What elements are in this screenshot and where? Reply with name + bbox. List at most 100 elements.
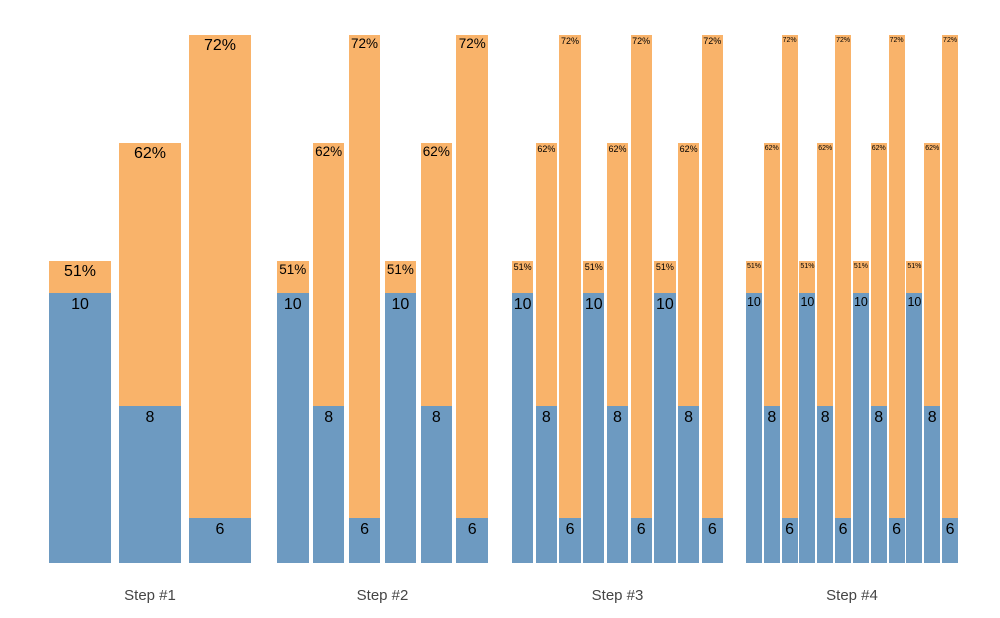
percent-label: 51% xyxy=(655,262,674,272)
bar-bottom-segment: 8 xyxy=(606,406,629,563)
value-label: 10 xyxy=(907,295,922,309)
stacked-bar: 51% 10 xyxy=(49,261,111,563)
stacked-bar: 51% 10 xyxy=(746,261,762,563)
bar-bottom-segment: 6 xyxy=(835,518,852,563)
value-label: 6 xyxy=(636,521,646,538)
stacked-bar: 51% 10 xyxy=(906,261,923,563)
percent-label: 62% xyxy=(764,145,779,152)
bar-bottom-segment: 6 xyxy=(559,518,581,563)
step-label: Step #1 xyxy=(124,587,176,604)
bar-bottom-segment: 8 xyxy=(870,406,887,563)
percent-label: 72% xyxy=(943,37,958,44)
stacked-bar: 51% 10 xyxy=(583,261,605,563)
stacked-bar: 62% 8 xyxy=(535,143,557,563)
value-label: 8 xyxy=(431,409,441,426)
value-label: 8 xyxy=(613,409,622,426)
bar-bottom-segment: 10 xyxy=(906,293,923,563)
percent-label: 72% xyxy=(836,37,851,44)
stacked-bar: 62% 8 xyxy=(924,143,941,563)
bar-bottom-segment: 8 xyxy=(817,406,834,563)
value-label: 6 xyxy=(565,521,575,538)
stacked-bar: 72% 6 xyxy=(189,35,251,563)
step-label: Step #2 xyxy=(356,587,409,604)
bar-bottom-segment: 10 xyxy=(49,293,111,563)
bar-bottom-segment: 8 xyxy=(420,406,453,563)
bar-bottom-segment: 6 xyxy=(701,518,723,563)
percent-label: 51% xyxy=(584,262,603,272)
bar-bottom-segment: 8 xyxy=(763,406,780,563)
value-label: 8 xyxy=(767,409,777,426)
percent-label: 72% xyxy=(203,37,237,54)
step-label: Step #4 xyxy=(826,587,878,604)
step-group: 51% 10 62% 8 72% 6 51% 10 62% 8 72% 6 xyxy=(277,0,488,563)
stacked-bar: 72% 6 xyxy=(701,35,723,563)
bar-bottom-segment: 10 xyxy=(852,293,869,563)
percent-label: 51% xyxy=(513,262,532,272)
bar-bottom-segment: 10 xyxy=(799,293,816,563)
percent-label: 72% xyxy=(889,37,904,44)
bar-bottom-segment: 6 xyxy=(348,518,381,563)
value-label: 8 xyxy=(874,409,884,426)
stacked-bar: 62% 8 xyxy=(119,143,181,563)
bar-bottom-segment: 8 xyxy=(535,406,557,563)
percent-label: 62% xyxy=(818,145,833,152)
bar-bottom-segment: 6 xyxy=(942,518,958,563)
bar-bottom-segment: 6 xyxy=(630,518,652,563)
stacked-bar: 62% 8 xyxy=(606,143,629,563)
bar-bottom-segment: 8 xyxy=(924,406,941,563)
value-label: 8 xyxy=(324,409,334,426)
value-label: 10 xyxy=(71,296,89,313)
value-label: 10 xyxy=(853,295,868,309)
value-label: 6 xyxy=(215,521,225,538)
value-label: 6 xyxy=(892,521,902,538)
percent-label: 51% xyxy=(800,263,815,270)
bar-bottom-segment: 10 xyxy=(746,293,762,563)
stacked-bar: 72% 6 xyxy=(348,35,381,563)
bar-bottom-segment: 10 xyxy=(512,293,534,563)
bar-bottom-segment: 10 xyxy=(277,293,309,563)
stacked-bar: 51% 10 xyxy=(852,261,869,563)
value-label: 8 xyxy=(541,409,551,426)
percent-label: 62% xyxy=(315,144,343,159)
bar-bottom-segment: 6 xyxy=(781,518,798,563)
percent-label: 72% xyxy=(351,36,379,51)
value-label: 10 xyxy=(513,296,532,313)
step-group: 51% 10 62% 8 72% 6 51% 10 62% 8 72% 6 51% 10 62% 8 72% 6 xyxy=(512,0,723,563)
bar-bottom-segment: 8 xyxy=(677,406,700,563)
step-label: Step #3 xyxy=(591,587,644,604)
step-group: 51% 10 62% 8 72% 6 51% 10 62% 8 72% 6 51% 10 62% 8 72% 6 5… xyxy=(746,0,958,563)
percent-label: 62% xyxy=(608,144,627,154)
stacked-bar: 72% 6 xyxy=(781,35,798,563)
percent-label: 51% xyxy=(63,263,97,280)
bar-bottom-segment: 6 xyxy=(189,518,251,563)
percent-label: 72% xyxy=(561,36,580,46)
stacked-bar: 72% 6 xyxy=(888,35,905,563)
percent-label: 62% xyxy=(537,144,556,154)
bar-bottom-segment: 10 xyxy=(583,293,605,563)
stacked-bar: 62% 8 xyxy=(312,143,345,563)
value-label: 6 xyxy=(467,521,477,538)
stacked-bar: 62% 8 xyxy=(870,143,887,563)
value-label: 6 xyxy=(838,521,848,538)
stacked-bar: 51% 10 xyxy=(654,261,676,563)
value-label: 8 xyxy=(820,409,830,426)
value-label: 6 xyxy=(945,521,955,538)
stacked-bar: 51% 10 xyxy=(799,261,816,563)
percent-label: 51% xyxy=(853,263,868,270)
bar-bottom-segment: 10 xyxy=(654,293,676,563)
stacked-bar: 51% 10 xyxy=(512,261,534,563)
stacked-bar: 51% 10 xyxy=(384,261,417,563)
value-label: 6 xyxy=(785,521,795,538)
stacked-bar: 51% 10 xyxy=(277,261,309,563)
stacked-bar: 72% 6 xyxy=(835,35,852,563)
percent-label: 62% xyxy=(679,144,698,154)
percent-label: 51% xyxy=(386,262,414,277)
percent-label: 72% xyxy=(458,36,486,51)
bar-bottom-segment: 8 xyxy=(119,406,181,563)
stacked-bar: 62% 8 xyxy=(817,143,834,563)
percent-label: 62% xyxy=(133,145,167,162)
stacked-bar: 62% 8 xyxy=(763,143,780,563)
percent-label: 72% xyxy=(703,36,722,46)
